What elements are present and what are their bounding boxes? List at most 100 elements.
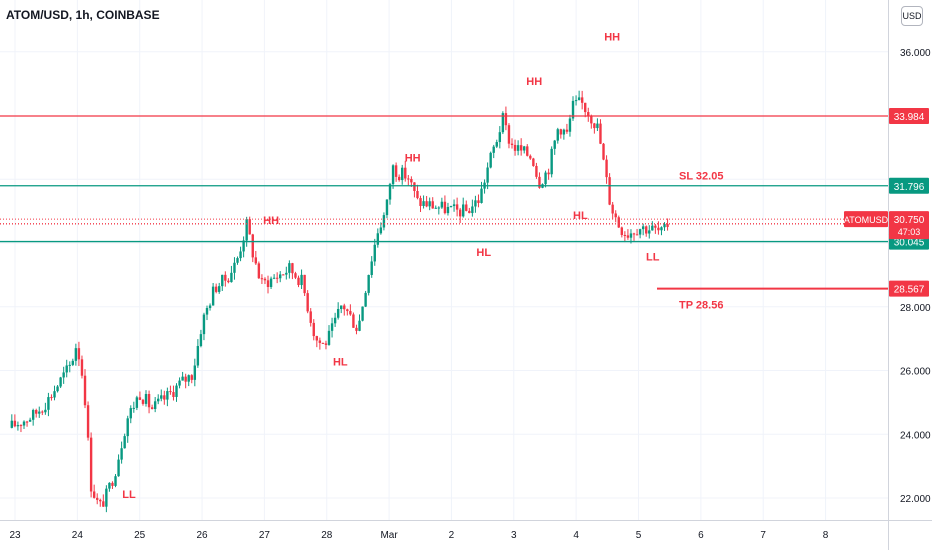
candle-body	[257, 263, 261, 279]
candle-body	[132, 407, 136, 409]
candle-body	[651, 225, 654, 231]
candle-body	[150, 407, 154, 409]
candle-body	[434, 207, 437, 209]
candle-body	[477, 200, 480, 203]
candle-body	[340, 305, 343, 310]
candle-body	[523, 146, 526, 151]
price-tag	[889, 280, 929, 297]
candle-body	[422, 201, 425, 206]
candle-body	[83, 375, 87, 406]
candle-body	[38, 411, 41, 414]
candle-body	[416, 190, 419, 199]
candle-body	[455, 204, 459, 210]
candle-body	[504, 113, 508, 126]
candle-body	[657, 227, 660, 231]
candle-body	[129, 408, 132, 419]
candle-body	[333, 317, 337, 324]
candle-body	[559, 129, 563, 135]
candle-body	[419, 198, 422, 206]
candle-body	[239, 251, 242, 259]
candle-body	[480, 188, 483, 203]
candle-body	[574, 100, 578, 102]
candle-body	[266, 280, 270, 287]
candle-body	[660, 227, 663, 231]
candle-body	[89, 437, 93, 492]
candle-body	[138, 397, 142, 400]
candle-body	[321, 342, 325, 344]
candle-body	[648, 230, 651, 234]
time-tick-label: 8	[823, 530, 829, 541]
candle-body	[526, 146, 529, 156]
time-tick-label: 27	[259, 530, 271, 541]
candle-body	[577, 97, 581, 101]
currency-button[interactable]: USD	[901, 6, 923, 26]
candle-body	[492, 146, 495, 153]
candle-body	[56, 386, 59, 392]
candle-body	[300, 274, 303, 286]
candle-body	[181, 376, 184, 381]
candle-body	[141, 399, 145, 404]
candle-body	[501, 113, 505, 133]
candle-body	[315, 336, 319, 341]
candle-body	[556, 129, 559, 141]
candle-body	[22, 421, 26, 426]
chart-annotation: LL	[122, 489, 136, 501]
candle-body	[74, 348, 78, 361]
candle-body	[516, 145, 520, 151]
candle-body	[565, 129, 569, 132]
candle-body	[465, 204, 468, 211]
candle-body	[25, 421, 29, 423]
candle-body	[584, 102, 587, 113]
symbol-tag	[844, 211, 888, 228]
candle-body	[346, 309, 349, 312]
time-tick-label: 23	[9, 530, 21, 541]
candle-body	[285, 272, 288, 275]
candle-body	[373, 244, 376, 262]
candle-body	[105, 488, 108, 507]
candle-body	[309, 311, 312, 323]
chart-annotation: HH	[604, 32, 620, 44]
candle-body	[663, 224, 666, 228]
candle-body	[471, 206, 474, 214]
candle-body	[187, 375, 190, 382]
candle-body	[513, 144, 517, 151]
candle-body	[388, 184, 392, 200]
price-tick-label: 36.000	[900, 48, 931, 59]
chart-annotation: HL	[573, 210, 588, 222]
candle-body	[166, 391, 169, 400]
candle-body	[382, 215, 386, 228]
candle-body	[312, 322, 315, 337]
candle-body	[474, 200, 477, 207]
candle-body	[123, 436, 126, 449]
symbol-tag-label: ATOMUSD	[844, 215, 889, 225]
candle-body	[379, 227, 383, 234]
candle-body	[602, 143, 605, 160]
candle-body	[324, 343, 328, 345]
candle-body	[336, 309, 340, 318]
candle-body	[495, 142, 498, 147]
candle-body	[367, 274, 370, 293]
price-tick-label: 26.000	[900, 367, 931, 378]
candle-body	[272, 277, 276, 279]
candle-body	[376, 233, 380, 245]
candle-body	[641, 226, 645, 230]
candle-body	[50, 397, 53, 399]
candle-body	[327, 330, 331, 345]
candle-body	[68, 364, 71, 366]
candle-body	[425, 201, 428, 207]
candle-body	[343, 305, 346, 310]
candle-body	[635, 234, 639, 236]
candle-body	[510, 143, 514, 145]
candle-body	[196, 346, 200, 366]
candle-body	[269, 278, 273, 287]
candle-body	[35, 410, 38, 414]
candle-body	[153, 401, 157, 409]
candle-body	[178, 380, 181, 386]
candle-body	[431, 201, 434, 209]
candle-body	[190, 375, 193, 380]
candle-body	[507, 125, 511, 144]
candle-body	[227, 280, 230, 283]
candle-body	[489, 152, 492, 168]
